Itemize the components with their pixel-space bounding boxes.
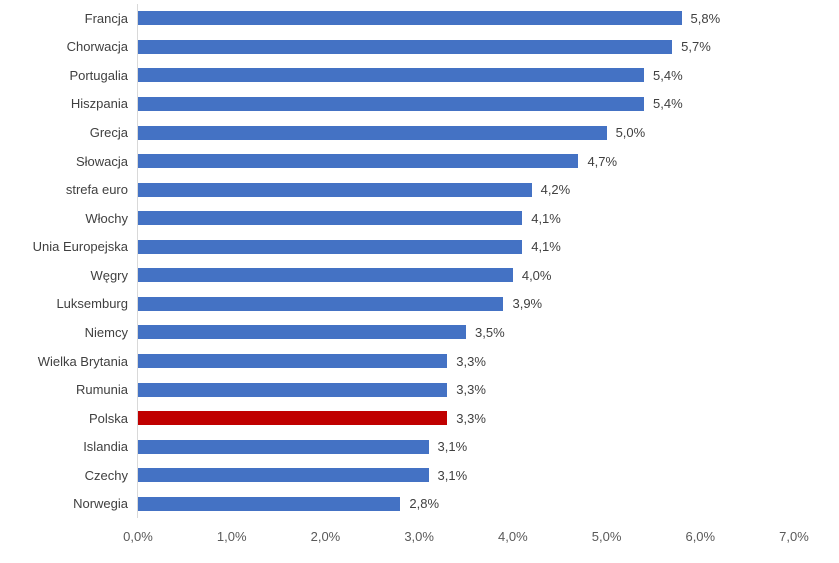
value-label: 4,1% — [531, 210, 561, 226]
chart-row: Włochy 4,1% — [0, 204, 839, 233]
bar — [138, 296, 504, 311]
x-axis-tick-label: 6,0% — [685, 529, 716, 544]
bar — [138, 468, 429, 483]
category-label: Czechy — [84, 467, 128, 483]
bar — [138, 68, 645, 83]
bar — [138, 39, 673, 54]
category-label: Portugalia — [69, 67, 128, 83]
category-label: Słowacja — [75, 153, 128, 169]
bar — [138, 382, 448, 397]
chart-row: Czechy 3,1% — [0, 461, 839, 490]
chart-row: Islandia 3,1% — [0, 432, 839, 461]
chart-row: Norwegia 2,8% — [0, 490, 839, 519]
chart-row: Polska 3,3% — [0, 404, 839, 433]
value-label: 4,1% — [531, 239, 561, 255]
bar — [138, 182, 532, 197]
chart-row: Unia Europejska 4,1% — [0, 233, 839, 262]
bar — [138, 439, 429, 454]
category-label: Chorwacja — [66, 39, 128, 55]
bar-highlighted — [138, 411, 448, 426]
category-label: Węgry — [90, 267, 128, 283]
bar — [138, 125, 607, 140]
chart-row: Hiszpania 5,4% — [0, 90, 839, 119]
value-label: 5,8% — [690, 10, 721, 26]
category-label: Unia Europejska — [32, 239, 128, 255]
x-axis-tick-label: 2,0% — [310, 529, 341, 544]
bar — [138, 239, 523, 254]
value-label: 3,3% — [456, 410, 486, 426]
x-axis-tick-label: 3,0% — [404, 529, 434, 544]
chart-row: Wielka Brytania 3,3% — [0, 347, 839, 376]
category-axis-line — [137, 4, 138, 518]
chart-row: Chorwacja 5,7% — [0, 33, 839, 62]
bar — [138, 96, 645, 111]
x-axis-tick-label: 0,0% — [123, 529, 153, 544]
value-label: 5,7% — [681, 39, 711, 55]
category-label: Luksemburg — [56, 296, 128, 312]
chart-row: Rumunia 3,3% — [0, 375, 839, 404]
category-label: Islandia — [83, 439, 128, 455]
x-axis-ticks: 0,0% 1,0% 2,0% 3,0% 4,0% 5,0% 6,0% 7,0% — [0, 529, 839, 549]
plot-area: Francja 5,8% Chorwacja 5,7% Portugalia 5,4% Hi… — [0, 4, 839, 518]
bar — [138, 11, 682, 26]
bar — [138, 325, 466, 340]
bar — [138, 268, 513, 283]
value-label: 4,7% — [587, 153, 618, 169]
x-axis-tick-label: 1,0% — [216, 529, 247, 544]
category-label: Włochy — [85, 210, 128, 226]
chart-row: Słowacja 4,7% — [0, 147, 839, 176]
value-label: 3,3% — [456, 353, 486, 369]
value-label: 3,1% — [437, 439, 468, 455]
value-label: 3,9% — [512, 296, 543, 312]
category-label: Polska — [88, 410, 128, 426]
category-label: strefa euro — [65, 182, 128, 198]
bar — [138, 496, 401, 511]
value-label: 4,2% — [540, 182, 571, 198]
value-label: 5,0% — [615, 125, 646, 141]
value-label: 3,1% — [437, 467, 468, 483]
category-label: Niemcy — [84, 324, 128, 340]
value-label: 3,5% — [475, 324, 505, 340]
category-label: Norwegia — [73, 496, 128, 512]
category-label: Hiszpania — [70, 96, 128, 112]
x-axis-tick-label: 7,0% — [779, 529, 809, 544]
chart-row: Francja 5,8% — [0, 4, 839, 33]
chart-row: Luksemburg 3,9% — [0, 290, 839, 319]
category-label: Grecja — [89, 125, 128, 141]
chart-row: strefa euro 4,2% — [0, 175, 839, 204]
chart-row: Grecja 5,0% — [0, 118, 839, 147]
chart-row: Portugalia 5,4% — [0, 61, 839, 90]
bar — [138, 211, 523, 226]
x-axis-tick-label: 5,0% — [591, 529, 622, 544]
value-label: 3,3% — [456, 382, 486, 398]
chart-row: Węgry 4,0% — [0, 261, 839, 290]
x-axis-tick-label: 4,0% — [498, 529, 528, 544]
category-label: Wielka Brytania — [37, 353, 128, 369]
value-label: 5,4% — [653, 67, 683, 83]
value-label: 4,0% — [521, 267, 552, 283]
category-label: Rumunia — [75, 382, 128, 398]
category-label: Francja — [84, 10, 128, 26]
value-label: 2,8% — [409, 496, 440, 512]
bar — [138, 354, 448, 369]
chart-row: Niemcy 3,5% — [0, 318, 839, 347]
bar — [138, 154, 579, 169]
value-label: 5,4% — [653, 96, 683, 112]
